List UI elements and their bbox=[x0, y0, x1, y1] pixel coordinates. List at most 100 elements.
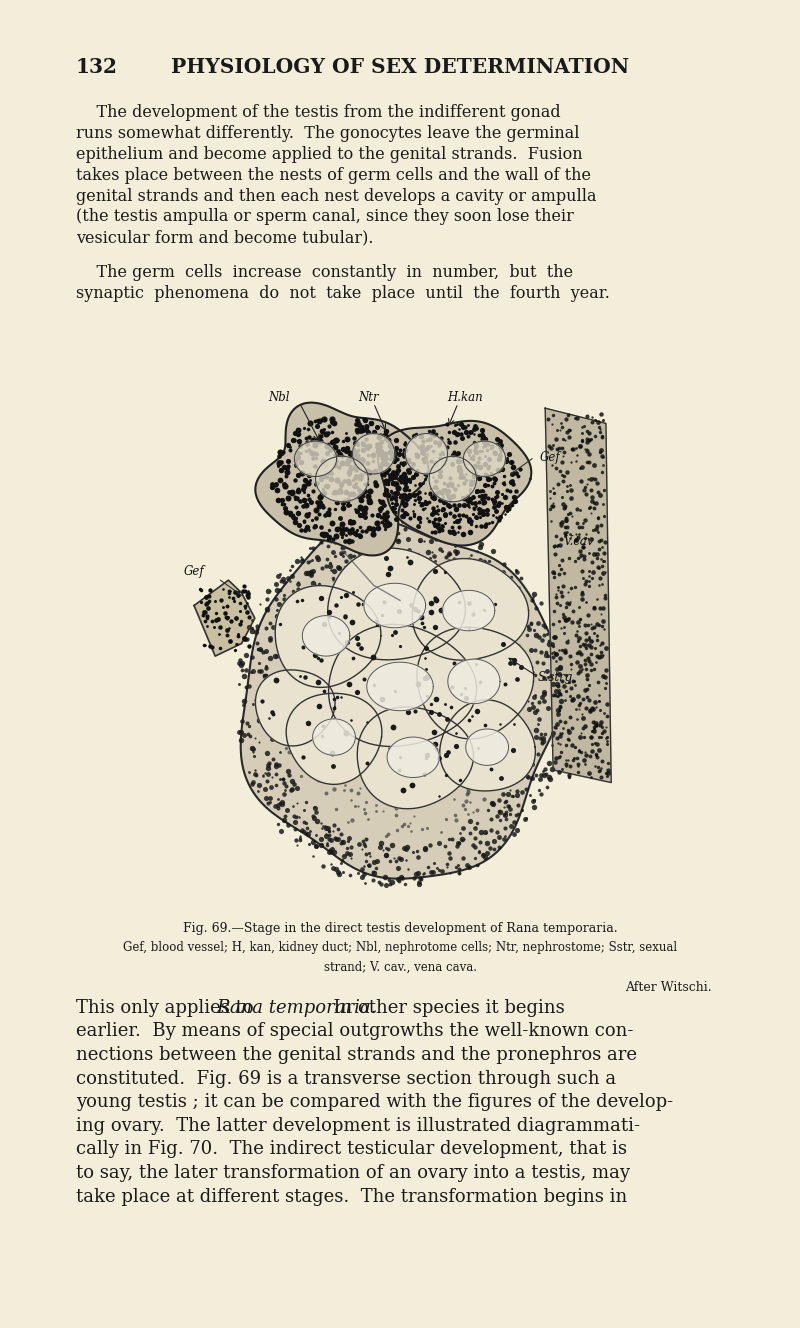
Point bbox=[348, 445, 361, 466]
Point bbox=[335, 687, 348, 708]
Point bbox=[456, 748, 469, 769]
Text: takes place between the nests of germ cells and the wall of the: takes place between the nests of germ ce… bbox=[76, 166, 591, 183]
Point bbox=[326, 742, 338, 764]
Point bbox=[433, 785, 446, 806]
Point bbox=[415, 436, 428, 457]
Point bbox=[566, 438, 579, 459]
Point bbox=[527, 789, 540, 810]
Point bbox=[432, 499, 445, 521]
Point bbox=[533, 780, 546, 801]
Point bbox=[597, 550, 610, 571]
Point bbox=[418, 616, 430, 637]
Point bbox=[318, 523, 330, 544]
Point bbox=[420, 685, 433, 706]
Point bbox=[592, 558, 605, 579]
Point bbox=[383, 486, 396, 507]
Point bbox=[511, 780, 524, 801]
Point bbox=[597, 665, 610, 687]
Point bbox=[416, 449, 429, 470]
Point bbox=[370, 474, 382, 495]
Polygon shape bbox=[378, 421, 531, 546]
Point bbox=[398, 445, 410, 466]
Point bbox=[522, 619, 535, 640]
Point bbox=[462, 497, 475, 518]
Point bbox=[496, 685, 509, 706]
Point bbox=[275, 493, 288, 514]
Point bbox=[412, 874, 425, 895]
Point bbox=[579, 509, 592, 530]
Point bbox=[547, 614, 560, 635]
Point bbox=[405, 510, 418, 531]
Point bbox=[329, 429, 342, 450]
Point bbox=[332, 429, 345, 450]
Point bbox=[287, 729, 300, 750]
Point bbox=[494, 622, 507, 643]
Point bbox=[413, 871, 426, 892]
Point bbox=[567, 671, 580, 692]
Point bbox=[270, 669, 283, 691]
Point bbox=[524, 614, 537, 635]
Point bbox=[574, 540, 586, 562]
Point bbox=[573, 517, 586, 538]
Point bbox=[478, 575, 491, 596]
Point bbox=[506, 611, 519, 632]
Point bbox=[510, 462, 523, 483]
Point bbox=[344, 847, 357, 869]
Point bbox=[536, 652, 549, 673]
Point bbox=[572, 615, 585, 636]
Point bbox=[505, 595, 518, 616]
Point bbox=[587, 720, 600, 741]
Point bbox=[490, 806, 503, 827]
Point bbox=[340, 718, 353, 740]
Point bbox=[338, 606, 351, 627]
Point bbox=[328, 544, 341, 566]
Point bbox=[362, 438, 374, 459]
Point bbox=[552, 685, 565, 706]
Point bbox=[240, 712, 253, 733]
Point bbox=[346, 580, 359, 602]
Text: PHYSIOLOGY OF SEX DETERMINATION: PHYSIOLOGY OF SEX DETERMINATION bbox=[171, 57, 629, 77]
Point bbox=[464, 491, 477, 513]
Point bbox=[252, 780, 265, 801]
Point bbox=[233, 721, 246, 742]
Text: 132: 132 bbox=[76, 57, 118, 77]
Point bbox=[309, 575, 322, 596]
Point bbox=[542, 631, 555, 652]
Point bbox=[290, 806, 302, 827]
Polygon shape bbox=[353, 433, 394, 474]
Point bbox=[505, 785, 518, 806]
Polygon shape bbox=[302, 616, 350, 656]
Point bbox=[462, 612, 475, 633]
Point bbox=[498, 791, 511, 813]
Point bbox=[447, 568, 460, 590]
Point bbox=[242, 636, 255, 657]
Point bbox=[407, 503, 420, 525]
Point bbox=[366, 445, 379, 466]
Point bbox=[193, 578, 206, 599]
Point bbox=[386, 782, 399, 803]
Point bbox=[436, 453, 449, 474]
Point bbox=[578, 614, 591, 635]
Point bbox=[491, 481, 504, 502]
Point bbox=[501, 586, 514, 607]
Polygon shape bbox=[364, 583, 426, 628]
Point bbox=[322, 818, 334, 839]
Point bbox=[386, 517, 399, 538]
Point bbox=[465, 461, 478, 482]
Point bbox=[482, 657, 495, 679]
Point bbox=[400, 449, 413, 470]
Point bbox=[256, 696, 269, 717]
Point bbox=[453, 459, 466, 481]
Point bbox=[334, 586, 347, 607]
Point bbox=[566, 505, 578, 526]
Point bbox=[359, 436, 372, 457]
Point bbox=[490, 667, 502, 688]
Point bbox=[335, 853, 348, 874]
Point bbox=[385, 442, 398, 463]
Point bbox=[480, 823, 493, 845]
Point bbox=[578, 726, 590, 748]
Point bbox=[425, 602, 438, 623]
Point bbox=[562, 582, 574, 603]
Point bbox=[594, 567, 606, 588]
Point bbox=[291, 834, 304, 855]
